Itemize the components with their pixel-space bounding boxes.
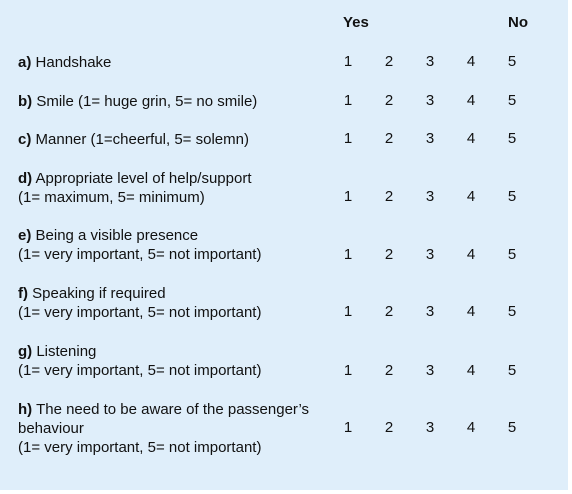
rating-option-4[interactable]: 4 (466, 188, 476, 205)
rating-option-2[interactable]: 2 (384, 130, 394, 147)
rating-option-1[interactable]: 1 (343, 246, 353, 263)
question-line: (1= very important, 5= not important) (18, 439, 262, 456)
rating-option-2[interactable]: 2 (384, 362, 394, 379)
question-letter: b) (18, 93, 33, 110)
question-line: Being a visible presence (35, 227, 199, 244)
rating-option-5[interactable]: 5 (507, 303, 517, 320)
question-letter: f) (18, 285, 28, 302)
rating-option-4[interactable]: 4 (466, 130, 476, 147)
rating-option-3[interactable]: 3 (425, 419, 435, 436)
question-line: Handshake (35, 54, 112, 71)
question-text: b) Smile (1= huge grin, 5= no smile) (18, 92, 257, 111)
rating-option-3[interactable]: 3 (425, 130, 435, 147)
rating-option-1[interactable]: 1 (343, 303, 353, 320)
rating-option-1[interactable]: 1 (343, 419, 353, 436)
question-line: behaviour (18, 420, 84, 437)
question-letter: c) (18, 131, 32, 148)
question-line: Appropriate level of help/support (35, 170, 252, 187)
question-text: e) Being a visible presence (1= very imp… (18, 226, 261, 264)
question-letter: d) (18, 170, 33, 187)
rating-option-4[interactable]: 4 (466, 246, 476, 263)
rating-option-2[interactable]: 2 (384, 419, 394, 436)
rating-option-5[interactable]: 5 (507, 419, 517, 436)
rating-option-5[interactable]: 5 (507, 246, 517, 263)
question-letter: g) (18, 343, 33, 360)
rating-option-4[interactable]: 4 (466, 419, 476, 436)
rating-option-3[interactable]: 3 (425, 362, 435, 379)
question-text: a) Handshake (18, 53, 111, 72)
rating-option-5[interactable]: 5 (507, 362, 517, 379)
rating-option-2[interactable]: 2 (384, 303, 394, 320)
header-no: No (508, 14, 528, 31)
rating-option-5[interactable]: 5 (507, 130, 517, 147)
rating-option-3[interactable]: 3 (425, 188, 435, 205)
rating-option-1[interactable]: 1 (343, 362, 353, 379)
rating-option-2[interactable]: 2 (384, 92, 394, 109)
rating-option-1[interactable]: 1 (343, 53, 353, 70)
rating-option-5[interactable]: 5 (507, 92, 517, 109)
question-letter: e) (18, 227, 32, 244)
rating-option-2[interactable]: 2 (384, 53, 394, 70)
question-text: d) Appropriate level of help/support (1=… (18, 169, 252, 207)
rating-option-3[interactable]: 3 (425, 303, 435, 320)
question-text: c) Manner (1=cheerful, 5= solemn) (18, 130, 249, 149)
header-yes: Yes (343, 14, 369, 31)
question-text: f) Speaking if required (1= very importa… (18, 284, 261, 322)
rating-option-4[interactable]: 4 (466, 92, 476, 109)
page-margin-bottom (0, 490, 572, 494)
rating-option-4[interactable]: 4 (466, 53, 476, 70)
question-text: g) Listening (1= very important, 5= not … (18, 342, 261, 380)
question-line: Speaking if required (32, 285, 166, 302)
rating-option-3[interactable]: 3 (425, 53, 435, 70)
question-line: Manner (1=cheerful, 5= solemn) (35, 131, 249, 148)
rating-option-5[interactable]: 5 (507, 188, 517, 205)
question-line: Listening (36, 343, 97, 360)
page-margin-right (568, 0, 572, 494)
rating-option-4[interactable]: 4 (466, 303, 476, 320)
rating-option-4[interactable]: 4 (466, 362, 476, 379)
question-text: h) The need to be aware of the passenger… (18, 400, 309, 457)
rating-option-2[interactable]: 2 (384, 246, 394, 263)
rating-option-3[interactable]: 3 (425, 92, 435, 109)
rating-option-1[interactable]: 1 (343, 92, 353, 109)
question-letter: a) (18, 54, 32, 71)
question-line: (1= very important, 5= not important) (18, 246, 262, 263)
rating-option-1[interactable]: 1 (343, 130, 353, 147)
question-line: (1= very important, 5= not important) (18, 304, 262, 321)
question-line: The need to be aware of the passenger’s (36, 401, 310, 418)
question-line: Smile (1= huge grin, 5= no smile) (36, 93, 258, 110)
rating-option-1[interactable]: 1 (343, 188, 353, 205)
rating-option-3[interactable]: 3 (425, 246, 435, 263)
rating-option-5[interactable]: 5 (507, 53, 517, 70)
rating-option-2[interactable]: 2 (384, 188, 394, 205)
question-line: (1= maximum, 5= minimum) (18, 189, 205, 206)
question-line: (1= very important, 5= not important) (18, 362, 262, 379)
question-letter: h) (18, 401, 33, 418)
